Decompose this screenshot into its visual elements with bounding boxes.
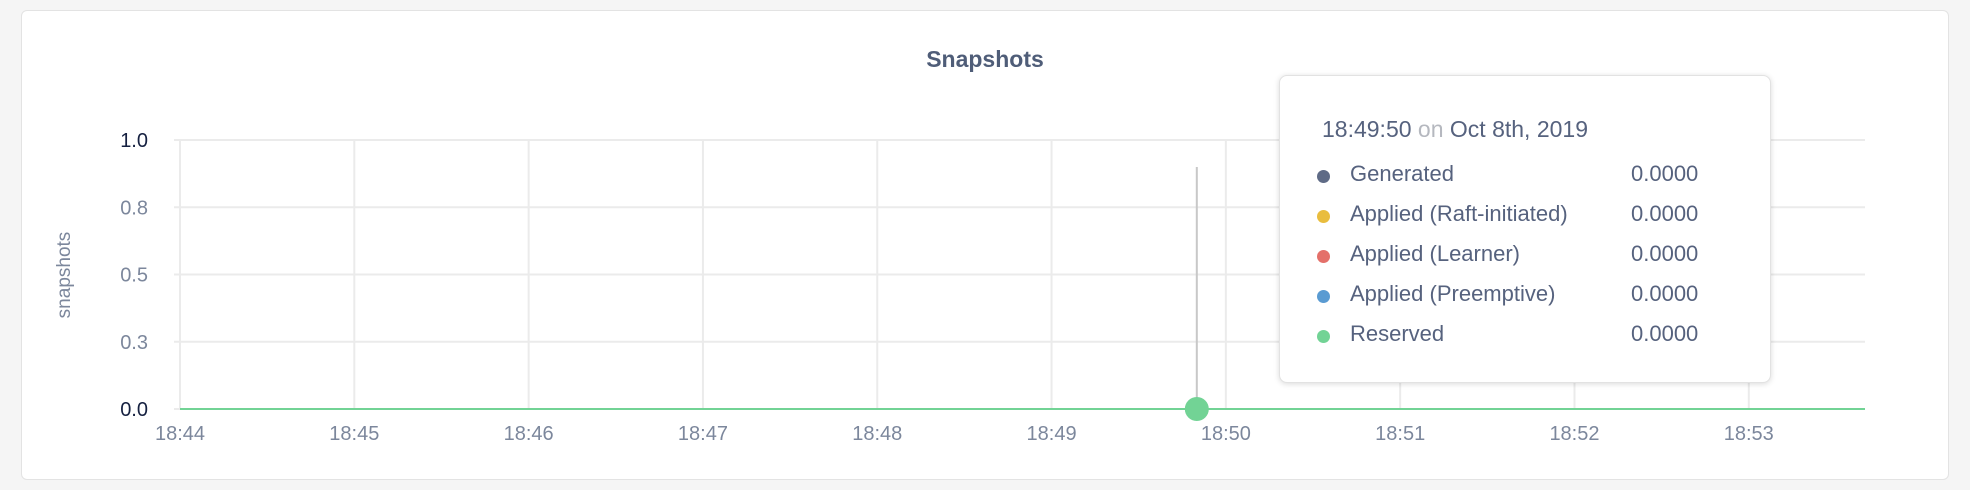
y-tick-label: 0.5	[120, 265, 148, 287]
chart-title: Snapshots	[926, 46, 1044, 72]
x-tick-label: 18:46	[504, 423, 554, 445]
series-color-dot	[1317, 290, 1330, 303]
tooltip-date: Oct 8th, 2019	[1449, 116, 1588, 142]
tooltip-row: Applied (Preemptive) 0.0000	[1317, 281, 1737, 311]
y-tick-label: 0.8	[120, 197, 148, 219]
tooltip-series-name: Applied (Preemptive)	[1350, 281, 1556, 306]
tooltip-row: Applied (Learner) 0.0000	[1317, 241, 1737, 271]
series-color-dot	[1317, 250, 1330, 263]
tooltip-on: on	[1417, 116, 1444, 142]
y-tick-label: 0.3	[120, 332, 148, 354]
tooltip-row: Reserved 0.0000	[1317, 321, 1737, 351]
x-tick-label: 18:50	[1201, 423, 1251, 445]
tooltip-row: Applied (Raft-initiated) 0.0000	[1317, 201, 1737, 231]
tooltip-series-value: 0.0000	[1631, 281, 1699, 306]
tooltip-series-value: 0.0000	[1631, 241, 1699, 266]
x-tick-label: 18:44	[155, 423, 205, 445]
tooltip-series-name: Applied (Learner)	[1350, 241, 1520, 266]
series-color-dot	[1317, 210, 1330, 223]
tooltip-series-value: 0.0000	[1631, 201, 1699, 226]
x-tick-label: 18:51	[1375, 423, 1425, 445]
hover-tooltip: 18:49:50 on Oct 8th, 2019 Generated 0.000…	[1279, 75, 1771, 383]
series-color-dot	[1317, 330, 1330, 343]
tooltip-timestamp: 18:49:50 on Oct 8th, 2019	[1322, 116, 1588, 143]
tooltip-series-name: Generated	[1350, 161, 1454, 186]
x-tick-label: 18:52	[1549, 423, 1599, 445]
y-axis-label: snapshots	[54, 232, 75, 319]
y-tick-label: 1.0	[120, 130, 148, 152]
tooltip-series-name: Reserved	[1350, 321, 1445, 346]
x-tick-label: 18:45	[329, 423, 379, 445]
tooltip-time: 18:49:50	[1322, 116, 1412, 142]
tooltip-series-value: 0.0000	[1631, 321, 1699, 346]
x-tick-label: 18:53	[1724, 423, 1774, 445]
tooltip-series-value: 0.0000	[1631, 161, 1699, 186]
tooltip-row: Generated 0.0000	[1317, 161, 1737, 191]
x-tick-label: 18:49	[1027, 423, 1077, 445]
series-color-dot	[1317, 170, 1330, 183]
x-tick-label: 18:47	[678, 423, 728, 445]
hover-point-marker	[1184, 397, 1209, 421]
x-tick-label: 18:48	[852, 423, 902, 445]
tooltip-series-name: Applied (Raft-initiated)	[1350, 201, 1568, 226]
y-tick-label: 0.0	[120, 399, 148, 421]
